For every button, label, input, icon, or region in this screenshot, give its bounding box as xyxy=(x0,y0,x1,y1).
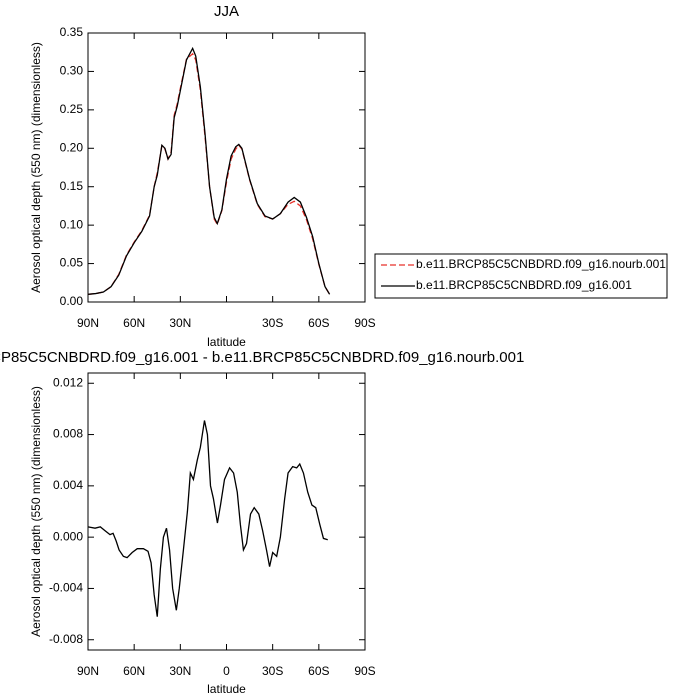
x-tick-label: 0 xyxy=(223,664,230,678)
legend-box xyxy=(374,253,668,299)
y-tick-label: 0.35 xyxy=(60,25,84,39)
x-tick-label: 90N xyxy=(77,664,99,678)
y-tick-label: 0.000 xyxy=(53,529,83,543)
x-tick-label: 60N xyxy=(123,664,145,678)
y-tick-label: 0.00 xyxy=(60,294,84,308)
y-tick-label: 0.10 xyxy=(60,217,84,231)
chart-title: JJA xyxy=(214,3,239,20)
y-tick-label: 0.05 xyxy=(60,256,84,270)
x-tick-label: 60S xyxy=(308,316,329,330)
y-tick-label: 0.012 xyxy=(53,375,83,389)
x-axis-label: latitude xyxy=(207,335,246,349)
legend-label: b.e11.BRCP85C5CNBDRD.f09_g16.nourb.001 xyxy=(416,257,666,271)
y-tick-label: 0.25 xyxy=(60,102,84,116)
y-tick-label: 0.004 xyxy=(53,478,83,492)
y-tick-label: 0.30 xyxy=(60,64,84,78)
x-axis-label: latitude xyxy=(207,682,246,696)
plot-frame xyxy=(87,32,366,303)
x-tick-label: 90N xyxy=(77,316,99,330)
plot-frame xyxy=(87,372,366,651)
x-tick-label: 30S xyxy=(262,664,283,678)
y-tick-label: -0.008 xyxy=(49,632,83,646)
y-tick-label: 0.15 xyxy=(60,179,84,193)
data-line xyxy=(87,46,331,295)
x-tick-label: 60N xyxy=(123,316,145,330)
x-tick-label: 90S xyxy=(354,664,375,678)
x-tick-label: 90S xyxy=(354,316,375,330)
y-axis-label: Aerosol optical depth (550 nm) (dimensio… xyxy=(29,386,43,637)
x-tick-label: 30N xyxy=(169,316,191,330)
y-tick-label: -0.004 xyxy=(49,581,83,595)
x-tick-label: 60S xyxy=(308,664,329,678)
legend-label: b.e11.BRCP85C5CNBDRD.f09_g16.001 xyxy=(416,278,632,292)
data-line xyxy=(87,420,328,617)
chart-title: b.e11.BRCP85C5CNBDRD.f09_g16.001 - b.e11… xyxy=(0,349,524,366)
x-tick-label: 30S xyxy=(262,316,283,330)
y-tick-label: 0.20 xyxy=(60,140,84,154)
y-tick-label: 0.008 xyxy=(53,427,83,441)
y-axis-label: Aerosol optical depth (550 nm) (dimensio… xyxy=(29,42,43,293)
x-tick-label: 30N xyxy=(169,664,191,678)
